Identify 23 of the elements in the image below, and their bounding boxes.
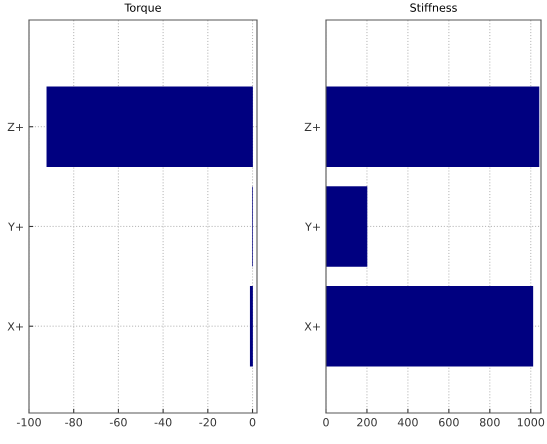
y-tick-label: X+ (304, 322, 320, 330)
x-tick-label: 200 (357, 418, 377, 426)
x-tick-label: 0 (250, 418, 256, 426)
x-tick-label: -100 (16, 418, 41, 426)
y-tick-label: Y+ (8, 222, 23, 231)
chart-title: Torque (124, 4, 161, 14)
x-tick-label: 400 (398, 418, 418, 426)
chart-title: Stiffness (410, 3, 457, 12)
x-tick-label: -20 (199, 418, 216, 426)
y-tick-label: Z+ (8, 122, 23, 131)
x-tick-label: -40 (154, 418, 172, 426)
bar (326, 286, 534, 366)
x-tick-label: -80 (65, 418, 82, 426)
x-tick-label: 1000 (518, 418, 544, 426)
x-tick-label: 0 (323, 418, 329, 426)
y-tick-label: X+ (8, 322, 23, 330)
y-tick-label: Z+ (304, 122, 320, 131)
bar (326, 86, 540, 167)
x-tick-label: 600 (439, 418, 459, 426)
bar (326, 186, 368, 267)
x-tick-label: 800 (480, 418, 500, 426)
y-tick-label: Y+ (305, 222, 320, 231)
x-tick-label: -60 (110, 418, 127, 426)
